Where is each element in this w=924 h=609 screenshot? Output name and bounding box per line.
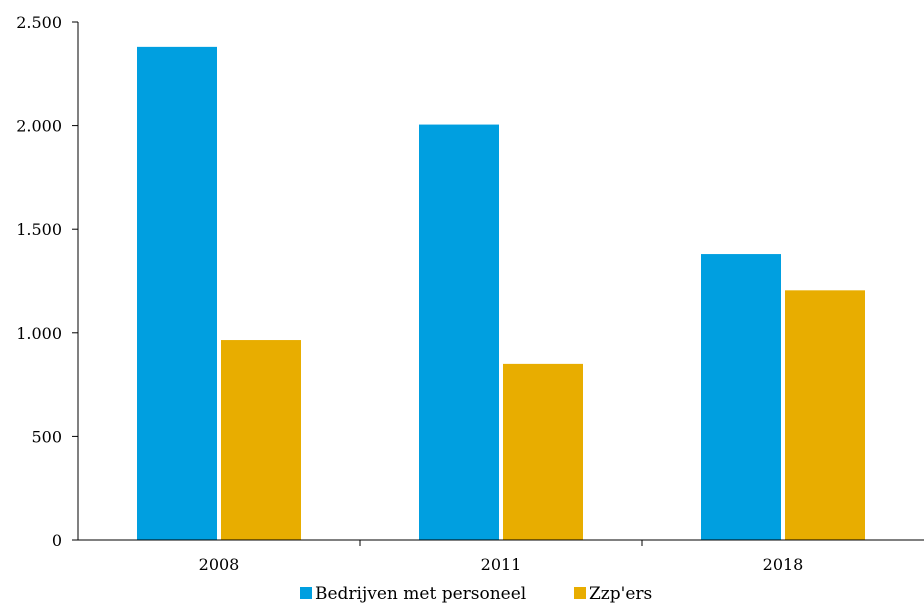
bar-2018-series-1 bbox=[701, 254, 781, 540]
legend-swatch bbox=[574, 587, 586, 599]
y-tick-label: 1.500 bbox=[16, 220, 62, 239]
bar-2008-series-1 bbox=[137, 46, 217, 540]
x-tick-label: 2008 bbox=[199, 555, 240, 574]
y-tick-label: 2.500 bbox=[16, 13, 62, 32]
bar-2018-series-2 bbox=[785, 290, 865, 540]
y-tick-label: 2.000 bbox=[16, 117, 62, 136]
bar-2011-series-2 bbox=[503, 363, 583, 540]
bars-group bbox=[137, 46, 865, 541]
bar-2008-series-2 bbox=[221, 340, 301, 540]
x-tick-label: 2011 bbox=[481, 555, 522, 574]
legend-label: Bedrijven met personeel bbox=[315, 584, 526, 604]
bar-2011-series-1 bbox=[419, 124, 499, 541]
legend-label: Zzp'ers bbox=[589, 584, 652, 604]
legend: Bedrijven met personeel Zzp'ers bbox=[300, 584, 652, 604]
x-tick-label: 2018 bbox=[763, 555, 804, 574]
y-tick-label: 500 bbox=[31, 427, 62, 446]
legend-swatch bbox=[300, 587, 312, 599]
axes-group: 0 500 1.000 1.500 2.000 2.500 2008 2011 2018 bbox=[16, 13, 924, 574]
y-tick-label: 1.000 bbox=[16, 324, 62, 343]
y-tick-label: 0 bbox=[52, 531, 62, 550]
